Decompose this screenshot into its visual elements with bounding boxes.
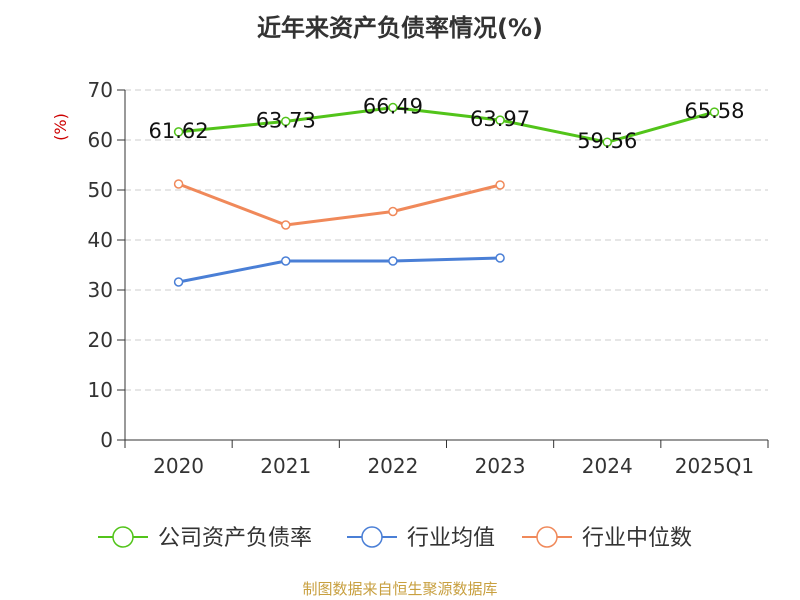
x-tick-label: 2021 bbox=[260, 454, 311, 478]
data-label: 63.97 bbox=[470, 107, 530, 131]
data-point bbox=[495, 115, 505, 125]
series-lines bbox=[173, 102, 720, 287]
data-point bbox=[388, 256, 398, 266]
data-point bbox=[173, 179, 184, 189]
data-point bbox=[173, 127, 184, 137]
data-point bbox=[388, 206, 398, 217]
data-point bbox=[495, 253, 505, 263]
y-tick-label: 50 bbox=[88, 178, 113, 202]
data-point bbox=[495, 180, 505, 190]
data-point bbox=[709, 107, 720, 117]
x-tick-label: 2025Q1 bbox=[675, 454, 754, 478]
legend-swatch-marker bbox=[361, 526, 383, 548]
legend: 公司资产负债率 行业均值 行业中位数 bbox=[98, 526, 692, 551]
legend-swatch-marker bbox=[536, 526, 558, 548]
data-point bbox=[602, 137, 612, 147]
legend-label: 行业中位数 bbox=[582, 526, 692, 551]
data-label: 63.73 bbox=[256, 108, 316, 132]
data-label: 61.62 bbox=[149, 119, 209, 143]
data-point bbox=[173, 277, 184, 287]
data-labels: 61.62 63.73 66.49 63.97 59.56 65.58 bbox=[149, 95, 745, 154]
x-tick-label: 2023 bbox=[475, 454, 526, 478]
data-label: 66.49 bbox=[363, 95, 423, 119]
grid-lines bbox=[125, 89, 768, 391]
x-tick-label: 2022 bbox=[367, 454, 418, 478]
y-tick-label: 20 bbox=[88, 328, 113, 352]
series-line bbox=[178, 106, 715, 144]
legend-label: 公司资产负债率 bbox=[158, 526, 312, 551]
axes: 0 10 20 30 40 50 60 70 2020 2021 2022 2023 2024 2025Q… bbox=[88, 78, 769, 478]
y-axis-label: (%) bbox=[51, 113, 70, 141]
data-label: 65.58 bbox=[684, 99, 744, 123]
series-line bbox=[178, 256, 501, 284]
data-point bbox=[281, 256, 291, 266]
y-tick-label: 40 bbox=[88, 228, 113, 252]
y-tick-label: 60 bbox=[88, 128, 113, 152]
legend-label: 行业均值 bbox=[407, 526, 495, 551]
chart-title: 近年来资产负债率情况(%) bbox=[257, 14, 543, 42]
x-tick-label: 2024 bbox=[582, 454, 633, 478]
data-point bbox=[281, 220, 291, 230]
y-tick-label: 0 bbox=[100, 428, 113, 452]
y-tick-label: 10 bbox=[88, 378, 113, 402]
series-line bbox=[178, 182, 501, 227]
data-label: 59.56 bbox=[577, 129, 637, 153]
y-tick-label: 70 bbox=[88, 78, 113, 102]
x-tick-label: 2020 bbox=[153, 454, 204, 478]
y-tick-label: 30 bbox=[88, 278, 113, 302]
legend-swatch-marker bbox=[112, 526, 134, 548]
data-point bbox=[281, 116, 291, 127]
data-source-footer: 制图数据来自恒生聚源数据库 bbox=[302, 580, 498, 598]
data-point bbox=[388, 102, 398, 113]
